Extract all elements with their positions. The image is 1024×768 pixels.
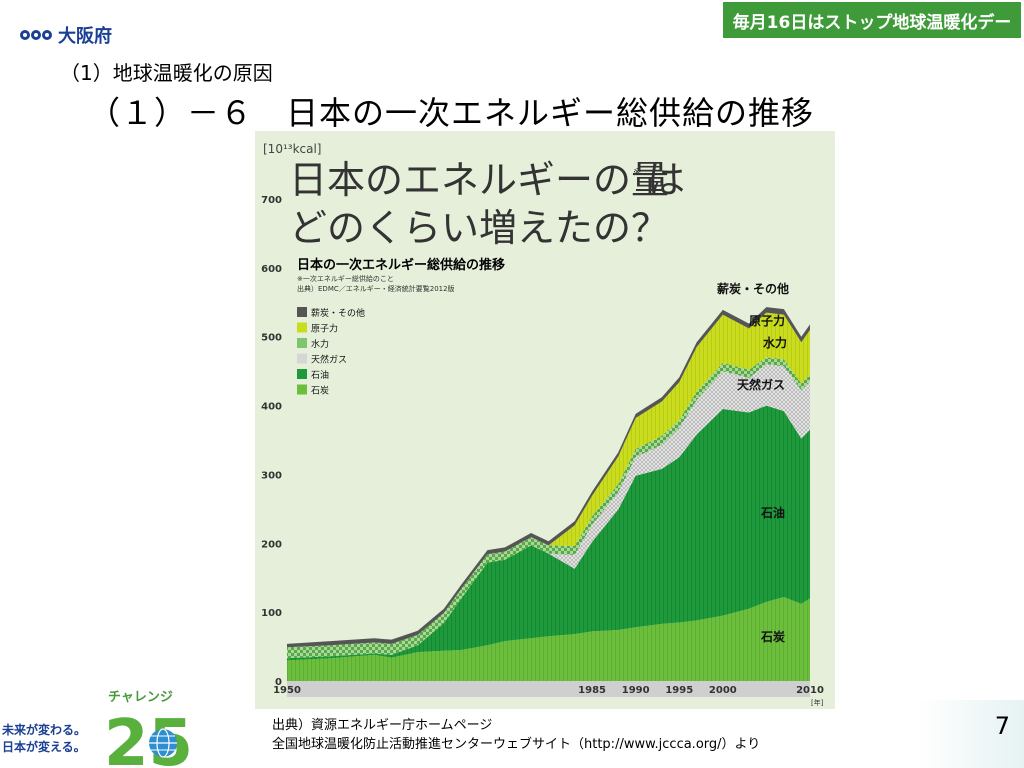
x-tick-label: 1950 xyxy=(273,685,301,696)
slogan-line2: 日本が変える。 xyxy=(2,739,86,754)
globe-icon xyxy=(149,728,177,758)
x-tick-label: 2010 xyxy=(796,685,824,696)
legend-swatch xyxy=(297,338,307,348)
x-tick-label: 1990 xyxy=(622,685,650,696)
stacked-areas xyxy=(287,307,810,681)
source-line-2: 全国地球温暖化防止活動推進センターウェブサイト（http://www.jccca… xyxy=(272,737,761,752)
legend-swatch xyxy=(297,307,307,317)
chart-title: 日本の一次エネルギー総供給の推移 xyxy=(297,257,505,273)
series-annotation: 水力 xyxy=(763,335,787,350)
y-tick-label: 400 xyxy=(261,402,282,413)
chart-headline-mark: ※ xyxy=(633,167,641,178)
y-axis: 0 100 200 300 400 500 600 700 xyxy=(261,195,282,688)
legend-label: 天然ガス xyxy=(311,354,347,366)
area-series-原子力 xyxy=(287,312,810,648)
osaka-emblem-icon xyxy=(20,30,52,40)
y-tick-label: 600 xyxy=(261,264,282,275)
legend-swatch xyxy=(297,322,307,333)
logo-text: 大阪府 xyxy=(58,26,112,47)
chart-note: ※一次エネルギー総供給のこと xyxy=(297,274,394,283)
source-line-1: 出典）資源エネルギー庁ホームページ xyxy=(272,718,493,733)
y-tick-label: 0 xyxy=(275,677,282,688)
x-axis-band xyxy=(287,681,810,697)
y-tick-label: 200 xyxy=(261,539,282,550)
y-tick-label: 300 xyxy=(261,470,282,481)
slogan-line1: 未来が変わる。 xyxy=(1,722,86,737)
x-tick-label: 1995 xyxy=(665,685,693,696)
source-credit: 出典）資源エネルギー庁ホームページ 全国地球温暖化防止活動推進センターウェブサイ… xyxy=(272,716,760,754)
page-number: 7 xyxy=(994,712,1010,740)
osaka-logo: 大阪府 xyxy=(20,22,112,48)
banner: 毎月16日はストップ地球温暖化デー xyxy=(723,2,1021,38)
y-tick-label: 700 xyxy=(261,195,282,206)
x-unit-label: [年] xyxy=(811,698,824,707)
y-unit-label: [10¹³kcal] xyxy=(263,142,322,156)
area-series-石油 xyxy=(287,405,810,661)
challenge25-logo: チャレンジ 未来が変わる。 日本が変える。 25 xyxy=(1,690,190,768)
legend-swatch xyxy=(297,353,307,364)
legend-label: 石油 xyxy=(311,369,329,381)
chart-source: 出典）EDMC／エネルギー・経済統計要覧2012版 xyxy=(297,284,455,293)
x-tick-label: 2000 xyxy=(709,685,737,696)
chart-headline-line1: 日本のエネルギーの量 xyxy=(289,158,669,202)
series-annotation: 薪炭・その他 xyxy=(717,281,789,296)
page-number-box: 7 xyxy=(918,700,1024,768)
series-annotation: 天然ガス xyxy=(737,377,785,392)
page-subtitle: （1）地球温暖化の原因 xyxy=(60,61,273,85)
page-title: （１）－６ 日本の一次エネルギー総供給の推移 xyxy=(88,94,815,132)
chart-headline-line2: どのくらい増えたの？ xyxy=(289,206,669,250)
legend-swatch xyxy=(297,369,307,379)
area-series-石炭 xyxy=(287,596,810,681)
chart-headline-line1-end: は xyxy=(647,158,685,202)
series-annotation: 石炭 xyxy=(760,629,785,644)
legend-label: 水力 xyxy=(311,338,329,350)
legend-label: 原子力 xyxy=(311,323,338,335)
chart-panel: [10¹³kcal] 日本のエネルギーの量 ※ は どのくらい増えたの？ 日本の… xyxy=(255,131,835,709)
x-tick-label: 1985 xyxy=(578,685,606,696)
x-axis: 1950 1985 1990 1995 2000 2010 xyxy=(273,681,824,697)
series-annotation: 石油 xyxy=(760,505,785,520)
y-tick-label: 500 xyxy=(261,333,282,344)
legend-label: 石炭 xyxy=(311,386,329,397)
legend-swatch xyxy=(297,384,307,395)
area-series-天然ガス xyxy=(287,364,810,659)
legend-label: 薪炭・その他 xyxy=(311,307,365,319)
series-annotation: 原子力 xyxy=(749,313,785,328)
slogan-top: チャレンジ xyxy=(108,690,173,705)
slogan-number: 25 xyxy=(104,707,190,768)
y-tick-label: 100 xyxy=(261,608,282,619)
energy-chart: [10¹³kcal] 日本のエネルギーの量 ※ は どのくらい増えたの？ 日本の… xyxy=(261,142,824,707)
